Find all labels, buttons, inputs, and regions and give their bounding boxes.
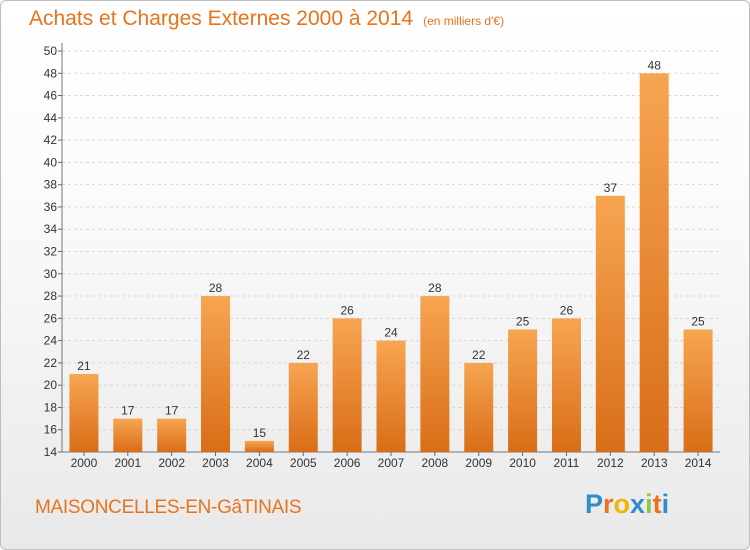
y-tick-label: 36 (44, 200, 58, 214)
data-label: 21 (77, 359, 91, 373)
bar (201, 296, 231, 452)
y-tick-label: 22 (44, 356, 58, 370)
y-tick-label: 48 (44, 66, 58, 80)
y-tick-label: 18 (44, 400, 58, 414)
data-label: 37 (604, 181, 618, 195)
x-tick-label: 2003 (202, 456, 229, 470)
bar (376, 340, 406, 452)
y-tick-label: 30 (44, 267, 58, 281)
y-tick-label: 34 (44, 222, 58, 236)
data-label: 22 (297, 348, 311, 362)
y-tick-label: 16 (44, 423, 58, 437)
data-label: 17 (121, 404, 135, 418)
y-tick-label: 24 (44, 334, 58, 348)
x-tick-label: 2012 (597, 456, 624, 470)
data-label: 25 (691, 314, 705, 328)
y-tick-label: 46 (44, 89, 58, 103)
x-tick-label: 2004 (246, 456, 273, 470)
data-label: 24 (384, 326, 398, 340)
bar (113, 418, 143, 452)
logo-letter: o (613, 489, 631, 519)
x-tick-label: 2000 (71, 456, 98, 470)
bar (157, 418, 187, 452)
bar (332, 318, 362, 452)
proxiti-logo[interactable]: Proxiti (585, 489, 669, 520)
x-tick-label: 2013 (641, 456, 668, 470)
data-label: 17 (165, 404, 179, 418)
x-tick-label: 2011 (554, 456, 580, 470)
x-tick-label: 2002 (158, 456, 185, 470)
bar (69, 374, 99, 452)
y-tick-label: 26 (44, 311, 58, 325)
data-label: 48 (648, 58, 662, 72)
x-tick-label: 2001 (114, 456, 141, 470)
bar (683, 329, 713, 452)
logo-letter: r (603, 489, 614, 519)
logo-letter: P (585, 489, 604, 519)
x-tick-label: 2008 (422, 456, 449, 470)
data-label: 26 (340, 303, 354, 317)
logo-letter: x (630, 489, 646, 519)
y-tick-label: 50 (44, 44, 58, 58)
logo-letter: i (661, 489, 670, 519)
logo-letter: i (645, 489, 653, 519)
x-tick-label: 2005 (290, 456, 317, 470)
bar (639, 73, 669, 453)
data-label: 28 (428, 281, 442, 295)
y-tick-label: 40 (44, 155, 58, 169)
data-label: 28 (209, 281, 223, 295)
chart-title-text: Achats et Charges Externes 2000 à 2014 (29, 7, 414, 30)
data-label: 26 (560, 303, 574, 317)
bar (420, 296, 450, 452)
data-label: 15 (253, 426, 267, 440)
data-label: 25 (516, 314, 530, 328)
bars (69, 73, 713, 453)
bar (288, 362, 318, 452)
bar (244, 440, 274, 452)
y-tick-label: 20 (44, 378, 58, 392)
data-label: 22 (472, 348, 486, 362)
x-tick-label: 2009 (465, 456, 492, 470)
chart-subtitle: (en milliers d'€) (423, 14, 505, 28)
chart-title: Achats et Charges Externes 2000 à 2014 (e… (29, 7, 504, 31)
x-tick-label: 2007 (378, 456, 405, 470)
bar (508, 329, 538, 452)
logo-letter: t (652, 489, 662, 519)
y-tick-label: 42 (44, 133, 58, 147)
commune-name: MAISONCELLES-EN-GâTINAIS (35, 497, 302, 518)
y-tick-label: 44 (44, 111, 58, 125)
bar (595, 195, 625, 453)
x-tick-label: 2006 (334, 456, 361, 470)
bar (464, 362, 494, 452)
x-tick-label: 2010 (509, 456, 536, 470)
bar (551, 318, 581, 452)
y-tick-label: 32 (44, 245, 58, 259)
data-labels: 21 17 17 28 15 22 26 24 28 22 25 26 37 48 25 (77, 58, 705, 440)
y-tick-label: 28 (44, 289, 58, 303)
y-tick-label: 38 (44, 178, 58, 192)
x-tick-label: 2014 (685, 456, 712, 470)
y-tick-label: 14 (44, 445, 58, 459)
